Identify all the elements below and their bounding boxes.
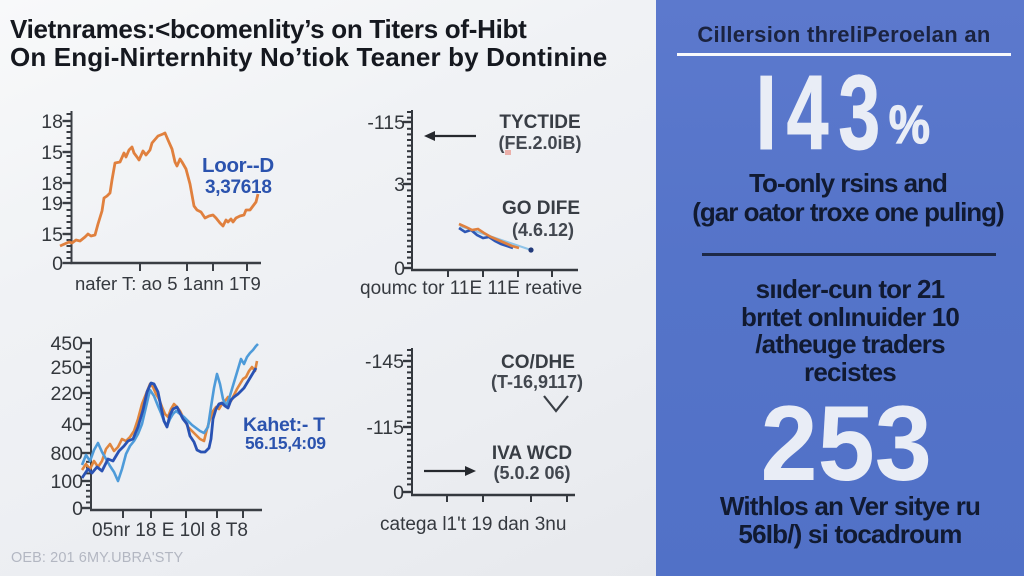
svg-text:800: 800 bbox=[50, 443, 83, 465]
svg-text:Kahet:- T: Kahet:- T bbox=[243, 414, 325, 436]
svg-text:GO DIFE: GO DIFE bbox=[502, 198, 580, 219]
svg-text:0: 0 bbox=[72, 498, 83, 520]
svg-text:15: 15 bbox=[41, 142, 63, 164]
svg-text:05nr 18 E 10l 8 T8: 05nr 18 E 10l 8 T8 bbox=[92, 520, 248, 541]
svg-text:0: 0 bbox=[52, 253, 63, 275]
svg-text:nafer T: ao 5 1ann 1T9: nafer T: ao 5 1ann 1T9 bbox=[75, 273, 261, 294]
svg-text:40: 40 bbox=[61, 414, 83, 436]
svg-text:IVA WCD: IVA WCD bbox=[492, 443, 572, 464]
svg-text:-115: -115 bbox=[366, 417, 404, 439]
svg-text:-115: -115 bbox=[367, 112, 405, 134]
svg-text:(FE.2.0iB): (FE.2.0iB) bbox=[498, 133, 581, 153]
svg-text:Loor--D: Loor--D bbox=[202, 154, 274, 177]
svg-text:18: 18 bbox=[41, 111, 63, 133]
svg-text:220: 220 bbox=[50, 383, 83, 405]
svg-text:19: 19 bbox=[41, 193, 63, 215]
svg-text:(5.0.2 06): (5.0.2 06) bbox=[493, 463, 570, 483]
svg-text:15: 15 bbox=[41, 224, 63, 246]
svg-text:-145: -145 bbox=[365, 351, 404, 373]
svg-text:100: 100 bbox=[50, 471, 83, 493]
svg-text:0: 0 bbox=[394, 258, 405, 280]
svg-text:18: 18 bbox=[41, 173, 63, 195]
svg-text:qoumc tor 11E 11E reative: qoumc tor 11E 11E reative bbox=[360, 278, 582, 299]
svg-text:catega l1't 19 dan 3nu: catega l1't 19 dan 3nu bbox=[380, 514, 566, 535]
svg-text:450: 450 bbox=[50, 333, 83, 355]
svg-text:3,37618: 3,37618 bbox=[205, 177, 272, 198]
svg-text:0: 0 bbox=[393, 482, 404, 504]
svg-text:(4.6.12): (4.6.12) bbox=[512, 220, 574, 240]
svg-text:(T-16,9117): (T-16,9117) bbox=[491, 372, 583, 392]
svg-text:56.15,4:09: 56.15,4:09 bbox=[245, 433, 326, 453]
svg-text:CO/DHE: CO/DHE bbox=[501, 352, 575, 373]
svg-text:250: 250 bbox=[50, 357, 83, 379]
svg-text:TYCTIDE: TYCTIDE bbox=[499, 112, 580, 133]
svg-text:3: 3 bbox=[394, 174, 405, 196]
